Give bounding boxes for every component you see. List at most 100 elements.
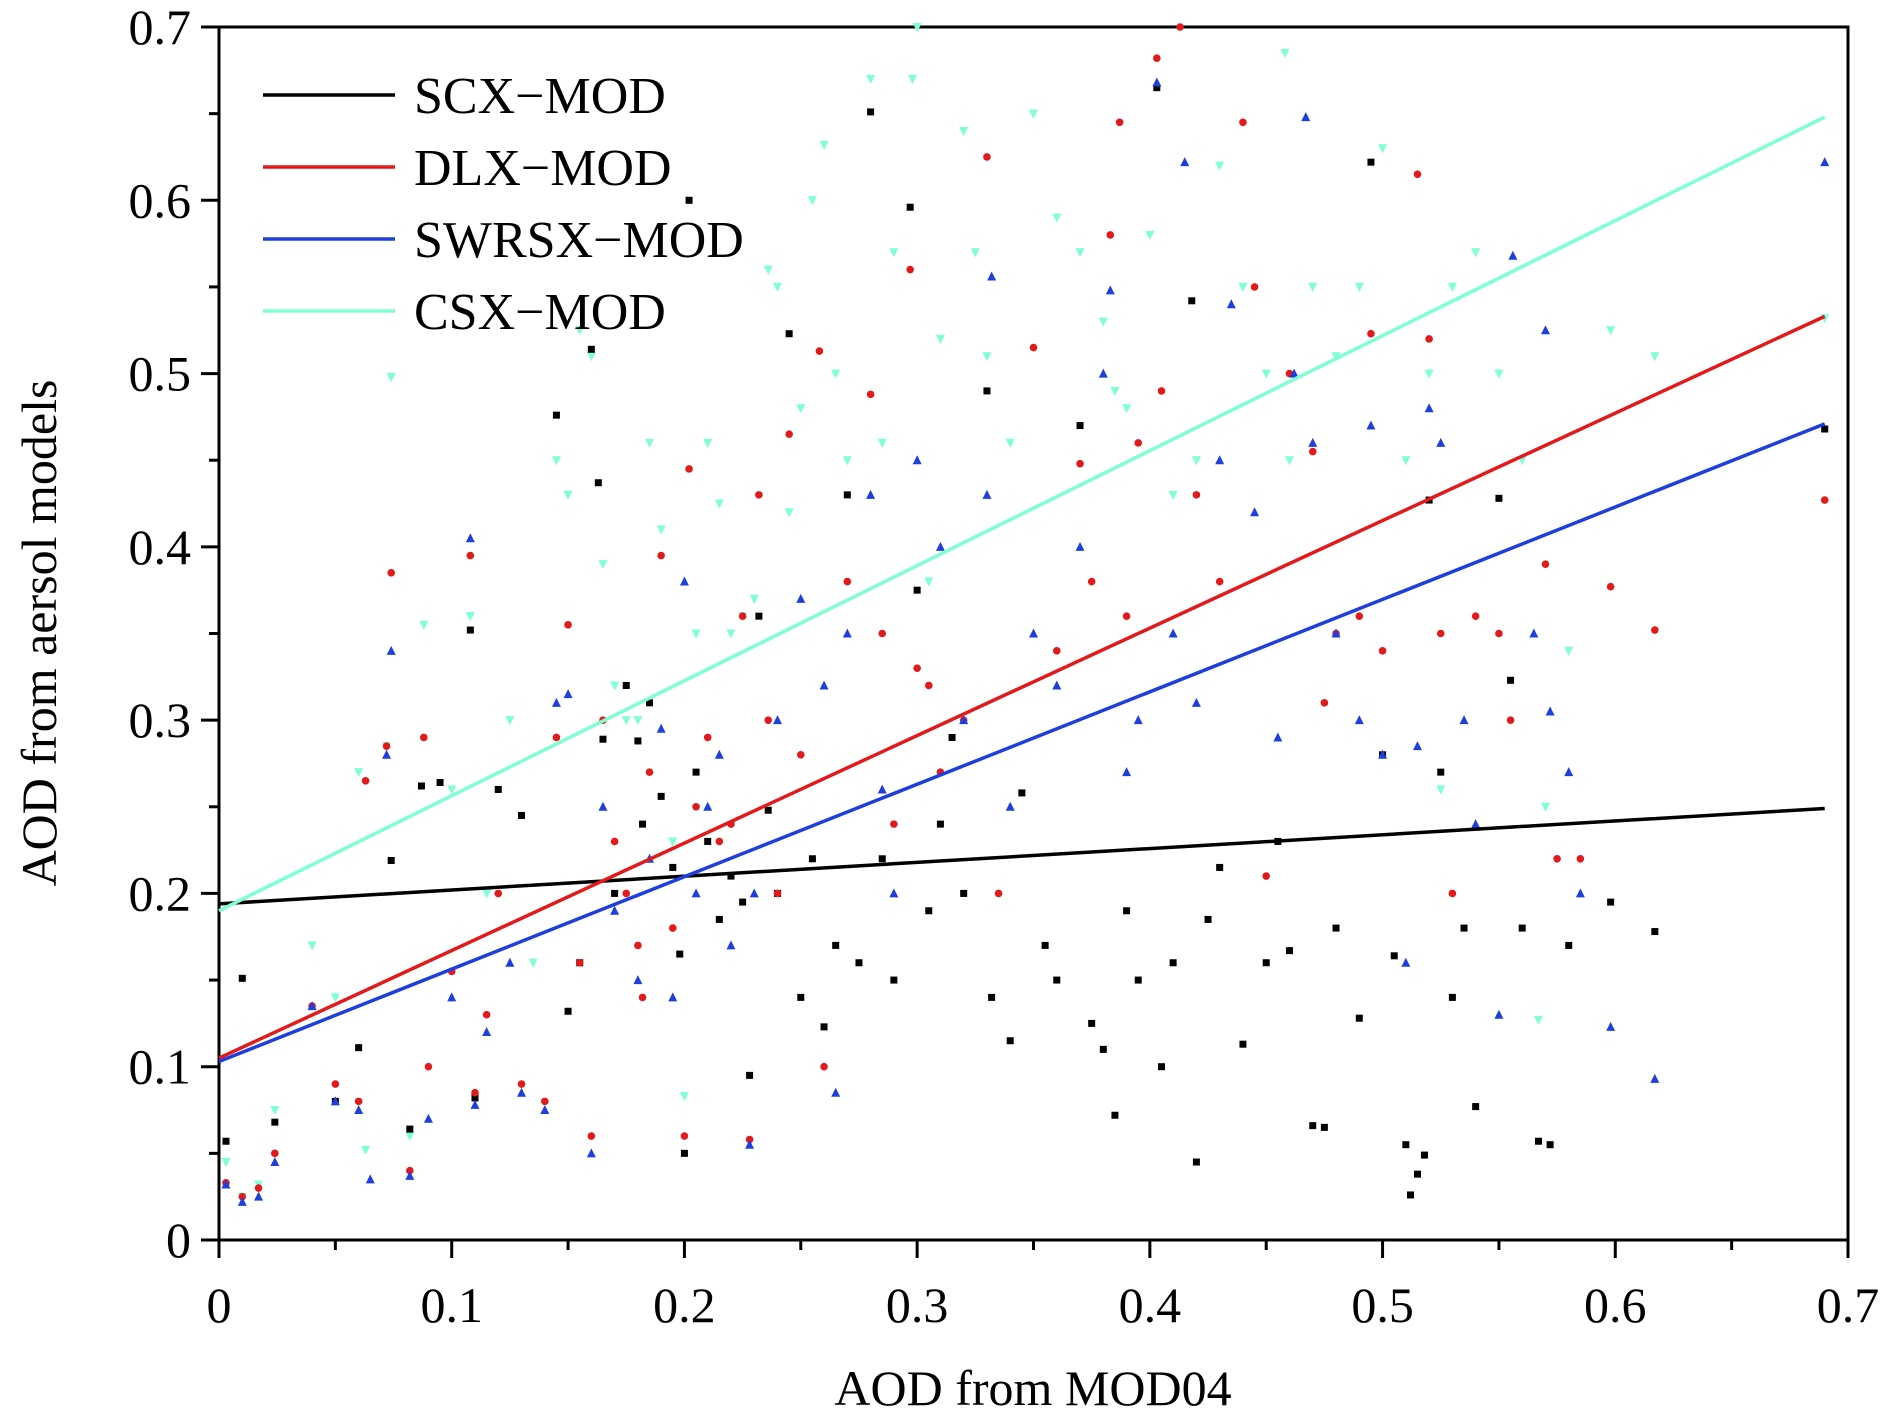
data-point	[405, 1132, 415, 1142]
data-point	[622, 889, 631, 898]
data-point	[691, 629, 701, 639]
data-point	[970, 248, 980, 258]
data-point	[1169, 959, 1177, 967]
data-point	[586, 1148, 596, 1158]
x-tick-label: 0.6	[1584, 1277, 1647, 1333]
data-point	[254, 1191, 264, 1201]
data-point	[1029, 628, 1038, 638]
data-point	[1367, 329, 1375, 338]
data-point	[1018, 789, 1026, 797]
data-point	[1115, 118, 1124, 127]
data-point	[254, 1184, 263, 1192]
data-point	[913, 586, 921, 594]
data-point	[832, 941, 840, 949]
data-point	[382, 749, 392, 759]
data-point	[646, 699, 654, 707]
data-point	[843, 577, 852, 586]
data-point	[1436, 629, 1445, 638]
data-point	[1075, 248, 1085, 258]
data-point	[1052, 647, 1061, 655]
data-point	[1134, 439, 1143, 447]
data-point	[773, 715, 783, 725]
data-point	[587, 1132, 596, 1140]
data-point	[1607, 898, 1615, 906]
data-point	[518, 811, 526, 819]
data-point	[796, 593, 806, 603]
x-tick-label: 0.5	[1351, 1277, 1414, 1333]
scatter-points	[221, 23, 1830, 1206]
data-point	[877, 784, 887, 794]
data-point	[387, 857, 395, 865]
data-point	[692, 802, 700, 811]
fit-line-SWRSX−MOD	[218, 422, 1826, 1064]
data-point	[913, 664, 921, 672]
data-point	[1284, 456, 1294, 466]
data-point	[907, 74, 917, 84]
data-point	[983, 387, 991, 395]
data-point	[656, 525, 666, 535]
data-point	[645, 768, 654, 776]
legend-label: SWRSX−MOD	[414, 212, 744, 269]
data-point	[1041, 941, 1049, 949]
data-point	[749, 594, 759, 604]
data-point	[1820, 157, 1830, 167]
data-point	[878, 629, 887, 638]
data-point	[1145, 230, 1155, 240]
data-point	[656, 723, 666, 733]
data-point	[270, 1106, 280, 1116]
data-point	[948, 733, 956, 741]
fit-line-DLX−MOD	[218, 314, 1826, 1060]
data-point	[935, 541, 945, 551]
data-point	[270, 1157, 280, 1167]
data-point	[505, 957, 515, 967]
data-point	[1413, 1170, 1421, 1178]
data-point	[1495, 494, 1503, 502]
data-point	[1105, 285, 1115, 295]
data-point	[447, 785, 457, 795]
data-point	[405, 1170, 415, 1180]
data-point	[889, 248, 899, 258]
data-point	[1239, 1040, 1247, 1048]
data-point	[1123, 907, 1131, 915]
data-point	[424, 1062, 433, 1071]
data-point	[1111, 1111, 1119, 1119]
data-point	[1424, 369, 1434, 379]
data-point	[820, 1062, 828, 1071]
data-point	[307, 941, 317, 951]
fit-lines	[218, 115, 1826, 1064]
data-point	[1250, 283, 1259, 291]
data-point	[878, 855, 886, 863]
data-point	[1424, 403, 1434, 413]
data-point	[1447, 282, 1457, 292]
data-point	[1494, 369, 1504, 379]
data-point	[819, 680, 829, 690]
data-point	[703, 801, 713, 811]
data-point	[330, 1096, 340, 1106]
data-point	[1651, 928, 1659, 936]
data-point	[1406, 1191, 1414, 1199]
data-point	[540, 1105, 550, 1115]
data-point	[1553, 854, 1561, 863]
data-point	[1191, 456, 1201, 466]
data-point	[1534, 1137, 1542, 1145]
data-point	[676, 950, 684, 958]
data-point	[982, 489, 992, 499]
data-point	[634, 941, 642, 950]
data-point	[1546, 1141, 1554, 1149]
data-point	[831, 1087, 841, 1097]
data-point	[877, 438, 887, 448]
data-point	[1005, 801, 1015, 811]
data-point	[987, 271, 997, 281]
data-point	[639, 820, 647, 828]
data-point	[1437, 768, 1445, 776]
data-point	[959, 715, 969, 725]
data-point	[1262, 872, 1271, 880]
data-point	[419, 733, 428, 742]
data-point	[1098, 368, 1108, 378]
data-point	[925, 907, 933, 915]
data-point	[1309, 1122, 1317, 1130]
data-point	[355, 1044, 363, 1052]
data-point	[1367, 158, 1375, 166]
data-point	[417, 782, 425, 790]
